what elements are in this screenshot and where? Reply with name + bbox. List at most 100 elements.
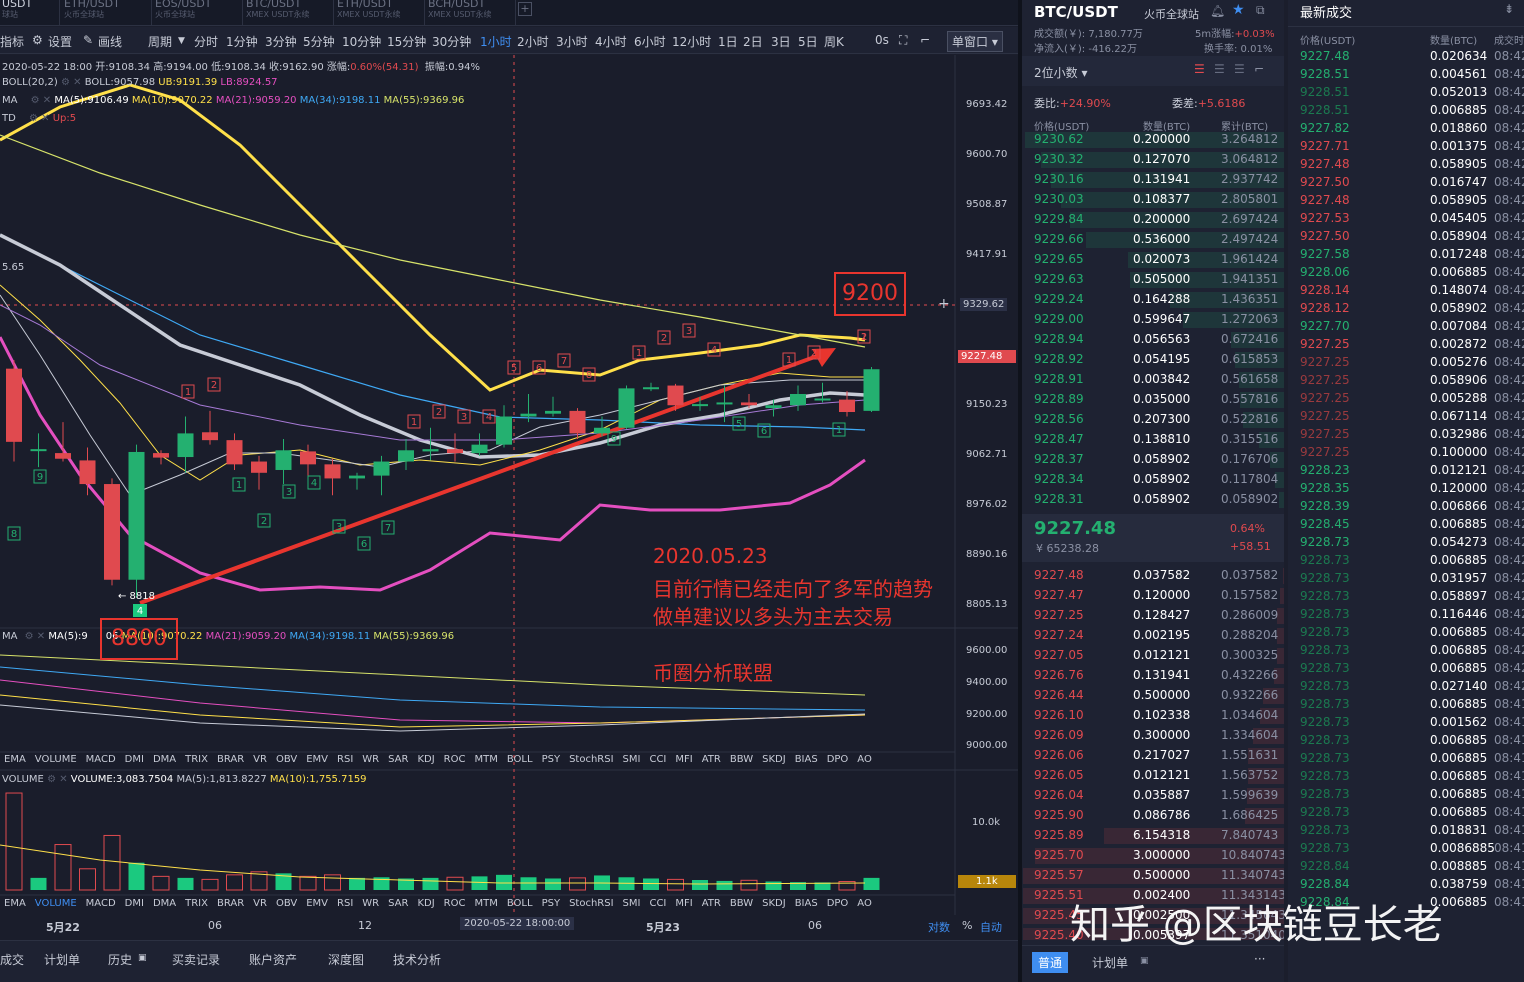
indicator-tab-dma[interactable]: DMA	[152, 754, 177, 765]
indicator-tab-dpo[interactable]: DPO	[826, 754, 849, 765]
bids-only-icon[interactable]: ☰	[1214, 62, 1225, 76]
collapse-icon[interactable]: ⇟	[1504, 2, 1515, 16]
indicator-tab-emv[interactable]: EMV	[306, 898, 329, 909]
bid-row[interactable]: 9225.51 0.002400 11.343143	[1022, 886, 1284, 906]
indicator-tab-obv[interactable]: OBV	[275, 754, 298, 765]
ask-row[interactable]: 9228.92 0.054195 0.615853	[1022, 350, 1284, 370]
period-button[interactable]: 周期	[148, 35, 173, 49]
settings-icon[interactable]: ⚙ ✕	[30, 95, 52, 106]
bid-row[interactable]: 9227.05 0.012121 0.300325	[1022, 646, 1284, 666]
fullscreen-icon[interactable]: ⛶	[899, 33, 908, 47]
indicator-tab-smi[interactable]: SMI	[622, 898, 641, 909]
indicator-tab-cci[interactable]: CCI	[649, 754, 667, 765]
interval-14[interactable]: 2日	[743, 35, 763, 49]
auto-scale-toggle[interactable]: 自动	[980, 921, 1002, 934]
indicator-tab-smi[interactable]: SMI	[622, 754, 641, 765]
interval-4[interactable]: 10分钟	[342, 35, 382, 49]
indicator-tab-atr[interactable]: ATR	[701, 754, 721, 765]
interval-6[interactable]: 30分钟	[432, 35, 472, 49]
ask-row[interactable]: 9230.16 0.131941 2.937742	[1022, 170, 1284, 190]
pair-tab[interactable]: BTC/USDT XMEX USDT永续	[244, 0, 334, 26]
bid-row[interactable]: 9227.47 0.120000 0.157582	[1022, 586, 1284, 606]
tab-trades[interactable]: 成交	[0, 953, 25, 967]
settings-icon[interactable]: ⚙ ✕	[24, 631, 46, 642]
interval-16[interactable]: 5日	[798, 35, 818, 49]
indicator-tab-roc[interactable]: ROC	[443, 754, 466, 765]
pair-tab[interactable]: BCH/USDT XMEX USDT永续	[426, 0, 516, 26]
interval-2[interactable]: 3分钟	[265, 35, 297, 49]
ask-row[interactable]: 9230.03 0.108377 2.805801	[1022, 190, 1284, 210]
bid-row[interactable]: 9226.76 0.131941 0.432266	[1022, 666, 1284, 686]
bid-row[interactable]: 9227.48 0.037582 0.037582	[1022, 566, 1284, 586]
ask-row[interactable]: 9229.66 0.536000 2.497424	[1022, 230, 1284, 250]
ask-row[interactable]: 9228.56 0.207300 0.522816	[1022, 410, 1284, 430]
expand-icon[interactable]: ⌐	[1254, 62, 1265, 76]
bid-row[interactable]: 9225.40 0.005397 11.351040	[1022, 926, 1284, 940]
draw-button[interactable]: 画线	[98, 35, 123, 49]
tab-technical-analysis[interactable]: 技术分析	[393, 953, 442, 967]
settings-icon[interactable]: ⚙ ✕	[29, 113, 50, 124]
indicator-tab-mtm[interactable]: MTM	[474, 898, 498, 909]
indicator-tab-macd[interactable]: MACD	[85, 754, 116, 765]
indicator-tab-trix[interactable]: TRIX	[185, 754, 208, 765]
indicator-tab-psy[interactable]: PSY	[541, 898, 561, 909]
indicator-tab-sar[interactable]: SAR	[388, 898, 409, 909]
indicator-tab-dpo[interactable]: DPO	[826, 898, 849, 909]
ask-row[interactable]: 9229.84 0.200000 2.697424	[1022, 210, 1284, 230]
pair-tab[interactable]: ETH/USDT XMEX USDT永续	[335, 0, 425, 26]
tab-depth-chart[interactable]: 深度图	[328, 953, 365, 967]
indicator-tab-cci[interactable]: CCI	[649, 898, 667, 909]
percent-scale-toggle[interactable]: %	[962, 919, 973, 932]
indicator-tab-wr[interactable]: WR	[362, 898, 380, 909]
interval-9[interactable]: 3小时	[556, 35, 588, 49]
indicator-tab-brar[interactable]: BRAR	[216, 754, 245, 765]
indicator-tab-macd[interactable]: MACD	[85, 898, 116, 909]
star-icon[interactable]: ★	[1232, 2, 1245, 18]
interval-10[interactable]: 4小时	[595, 35, 627, 49]
ask-row[interactable]: 9228.47 0.138810 0.315516	[1022, 430, 1284, 450]
indicator-tab-ema[interactable]: EMA	[4, 898, 26, 909]
bid-row[interactable]: 9226.09 0.300000 1.334604	[1022, 726, 1284, 746]
indicator-tab-ema[interactable]: EMA	[4, 754, 26, 765]
tab-trade-records[interactable]: 买卖记录	[172, 953, 221, 967]
screenshot-icon[interactable]: ⌐	[920, 33, 931, 47]
log-scale-toggle[interactable]: 对数	[928, 921, 950, 934]
window-mode-select[interactable]: 单窗口 ▾	[947, 31, 1003, 52]
bell-icon[interactable]: 🔔︎	[1210, 4, 1226, 18]
settings-button[interactable]: 设置	[48, 35, 73, 49]
ask-row[interactable]: 9229.24 0.164288 1.436351	[1022, 290, 1284, 310]
popout-icon[interactable]: ⧉	[1256, 3, 1265, 17]
bid-row[interactable]: 9225.70 3.000000 10.840743	[1022, 846, 1284, 866]
ask-row[interactable]: 9228.31 0.058902 0.058902	[1022, 490, 1284, 510]
panel-divider[interactable]	[1018, 0, 1022, 982]
indicator-tab-wr[interactable]: WR	[362, 754, 380, 765]
ask-row[interactable]: 9228.89 0.035000 0.557816	[1022, 390, 1284, 410]
interval-3[interactable]: 5分钟	[303, 35, 335, 49]
bid-row[interactable]: 9225.57 0.500000 11.340743	[1022, 866, 1284, 886]
indicator-tab-dmi[interactable]: DMI	[124, 898, 144, 909]
indicator-tab-sar[interactable]: SAR	[388, 754, 409, 765]
decimals-select[interactable]: 2位小数 ▾	[1034, 66, 1088, 80]
bid-row[interactable]: 9226.06 0.217027 1.551631	[1022, 746, 1284, 766]
bid-row[interactable]: 9226.10 0.102338 1.034604	[1022, 706, 1284, 726]
pair-tab[interactable]: USDT 球站	[0, 0, 60, 26]
indicator-tab-ao[interactable]: AO	[857, 754, 872, 765]
settings-icon[interactable]: ⚙ ✕	[47, 774, 68, 785]
pair-tab[interactable]: ETH/USDT 火币全球站	[62, 0, 152, 26]
indicator-tab-stochrsi[interactable]: StochRSI	[569, 898, 614, 909]
indicator-tab-boll[interactable]: BOLL	[506, 898, 533, 909]
indicator-tab-trix[interactable]: TRIX	[185, 898, 208, 909]
more-options[interactable]: ···	[1254, 952, 1266, 966]
pair-tab[interactable]: EOS/USDT 火币全球站	[153, 0, 243, 26]
bid-row[interactable]: 9225.45 0.002500 11.345643	[1022, 906, 1284, 926]
interval-5[interactable]: 15分钟	[387, 35, 427, 49]
tab-normal-order[interactable]: 普通	[1032, 952, 1069, 973]
indicator-tab-bias[interactable]: BIAS	[794, 898, 818, 909]
indicator-tab-dmi[interactable]: DMI	[124, 754, 144, 765]
bid-row[interactable]: 9226.44 0.500000 0.932266	[1022, 686, 1284, 706]
interval-11[interactable]: 6小时	[634, 35, 666, 49]
indicator-tab-bias[interactable]: BIAS	[794, 754, 818, 765]
bid-row[interactable]: 9226.05 0.012121 1.563752	[1022, 766, 1284, 786]
indicator-tab-atr[interactable]: ATR	[701, 898, 721, 909]
